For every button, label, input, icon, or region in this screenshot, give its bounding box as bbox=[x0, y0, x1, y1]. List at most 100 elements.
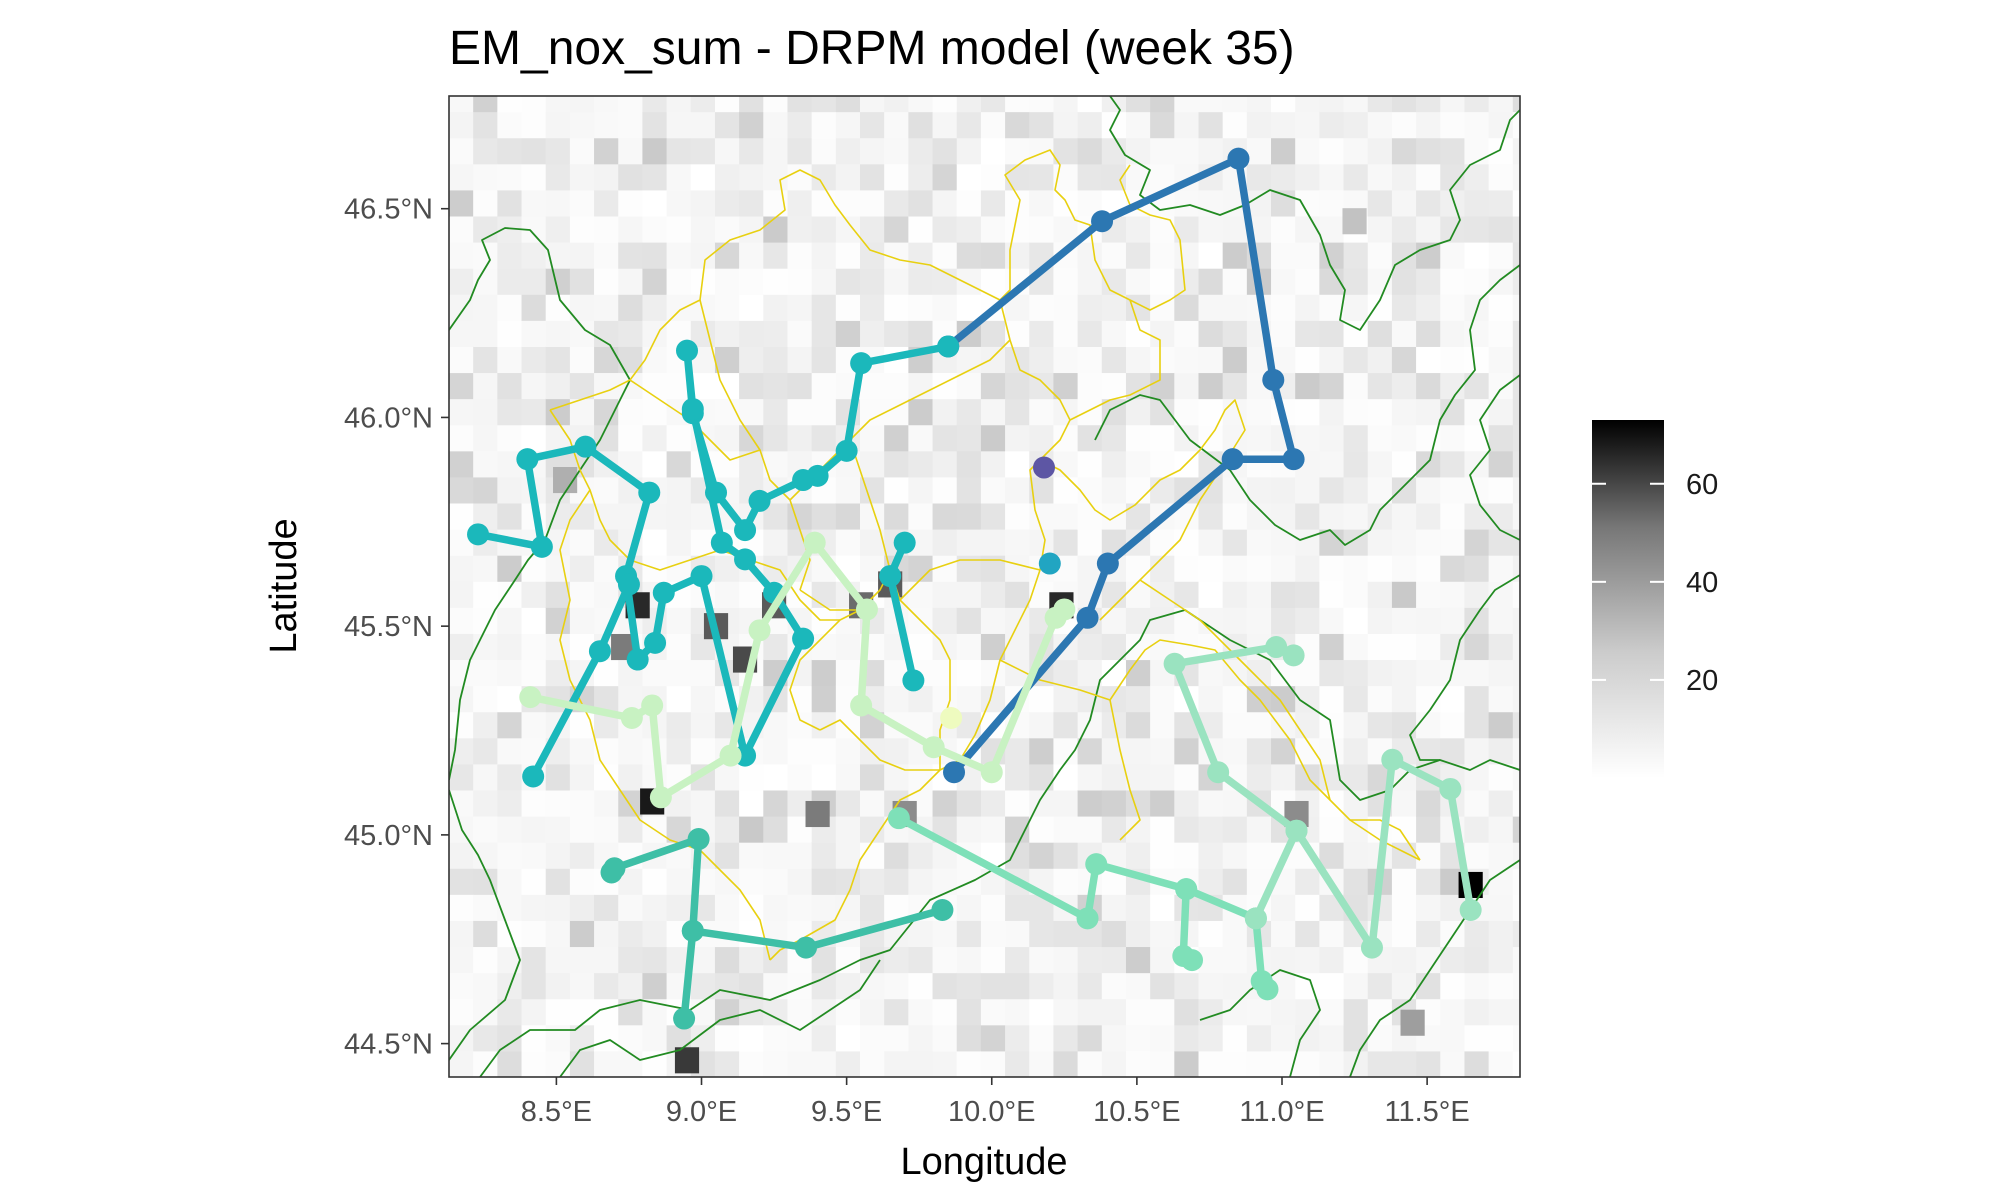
station-point bbox=[620, 706, 643, 729]
heatmap-cell bbox=[1416, 711, 1441, 739]
heatmap-cell bbox=[521, 294, 547, 321]
heatmap-cell bbox=[1005, 790, 1030, 817]
heatmap-cell bbox=[1150, 607, 1175, 634]
heatmap-cell bbox=[1222, 294, 1248, 321]
station-point bbox=[1033, 456, 1055, 479]
heatmap-cell bbox=[1367, 398, 1393, 426]
heatmap-cell bbox=[1029, 346, 1054, 374]
heatmap-cell bbox=[1391, 450, 1417, 478]
heatmap-cell bbox=[956, 476, 982, 504]
border-line bbox=[819, 299, 1071, 771]
heatmap-cell bbox=[1367, 163, 1393, 191]
heatmap-cell bbox=[1246, 424, 1272, 452]
heatmap-cell bbox=[1319, 920, 1345, 948]
heatmap-cell bbox=[1077, 476, 1103, 504]
heatmap-cell bbox=[642, 894, 668, 921]
border-line bbox=[1039, 399, 1246, 621]
heatmap-cell bbox=[1440, 216, 1465, 243]
heatmap-cell bbox=[1077, 96, 1103, 113]
heatmap-cell bbox=[1174, 972, 1199, 1000]
heatmap-cell bbox=[787, 163, 813, 191]
x-tick-label: 11.0°E bbox=[1239, 1096, 1324, 1128]
heatmap-cell bbox=[739, 450, 764, 478]
station-point bbox=[681, 398, 704, 421]
heatmap-cell bbox=[1198, 96, 1224, 113]
heatmap-cell bbox=[932, 1024, 958, 1052]
heatmap-cell bbox=[1053, 1024, 1079, 1052]
heatmap-cell bbox=[1367, 659, 1393, 687]
heatmap-cell bbox=[1512, 96, 1520, 113]
heatmap-cell bbox=[956, 163, 982, 191]
heatmap-cell bbox=[1367, 581, 1393, 608]
heatmap-cell bbox=[714, 946, 740, 974]
heatmap-cell bbox=[594, 816, 619, 843]
heatmap-cell bbox=[835, 476, 861, 504]
heatmap-cell bbox=[1440, 137, 1465, 165]
heatmap-cell bbox=[1029, 816, 1054, 843]
heatmap-cell bbox=[642, 529, 668, 556]
heatmap-cell bbox=[811, 216, 837, 243]
heatmap-cell bbox=[1271, 998, 1296, 1026]
heatmap-cell bbox=[594, 372, 619, 400]
heatmap-cell bbox=[980, 320, 1006, 347]
heatmap-cell bbox=[521, 372, 547, 400]
heatmap-cell bbox=[1198, 555, 1224, 582]
heatmap-cell bbox=[860, 137, 885, 165]
heatmap-cell bbox=[908, 763, 934, 791]
heatmap-cell bbox=[473, 790, 498, 817]
heatmap-cell bbox=[1174, 555, 1199, 582]
heatmap-cell bbox=[811, 346, 837, 374]
heatmap-cell bbox=[569, 111, 595, 139]
heatmap-cell bbox=[1222, 398, 1248, 426]
heatmap-cell bbox=[1101, 894, 1127, 921]
heatmap-cell bbox=[884, 216, 909, 243]
heatmap-cell bbox=[932, 111, 958, 139]
heatmap-cell bbox=[1222, 581, 1248, 608]
heatmap-cell bbox=[811, 737, 837, 765]
heatmap-cell bbox=[1246, 189, 1272, 217]
x-tick-label: 11.5°E bbox=[1385, 1096, 1470, 1128]
heatmap-cell bbox=[714, 1024, 740, 1052]
heatmap-cell bbox=[1125, 894, 1151, 921]
heatmap-cell bbox=[714, 972, 740, 1000]
heatmap-cell bbox=[545, 320, 571, 347]
heatmap-cell bbox=[1029, 1024, 1054, 1052]
heatmap-cell bbox=[787, 1050, 813, 1077]
heatmap-cell bbox=[1343, 972, 1369, 1000]
heatmap-cell bbox=[884, 503, 909, 530]
y-tick-label: 46.5°N bbox=[344, 194, 433, 226]
heatmap-cell bbox=[521, 346, 547, 374]
heatmap-cell bbox=[497, 96, 523, 113]
heatmap-cell bbox=[449, 711, 474, 739]
heatmap-cell bbox=[1295, 529, 1320, 556]
heatmap-cell bbox=[932, 1050, 958, 1077]
heatmap-cell bbox=[594, 581, 619, 608]
heatmap-cell bbox=[666, 1024, 692, 1052]
station-point bbox=[588, 640, 611, 663]
heatmap-cell bbox=[763, 294, 788, 321]
heatmap-cell bbox=[714, 294, 740, 321]
heatmap-cell bbox=[1295, 581, 1320, 608]
heatmap-cell bbox=[666, 189, 692, 217]
heatmap-cell bbox=[811, 633, 837, 661]
heatmap-cell bbox=[1222, 216, 1248, 243]
heatmap-cell bbox=[1077, 137, 1103, 165]
heatmap-cell bbox=[980, 189, 1006, 217]
heatmap-cell bbox=[521, 137, 547, 165]
heatmap-cell bbox=[690, 737, 716, 765]
heatmap-cell bbox=[1246, 816, 1272, 843]
heatmap-cell bbox=[1005, 894, 1030, 921]
heatmap-cell bbox=[860, 790, 885, 817]
heatmap-cell bbox=[618, 424, 643, 452]
cluster-path bbox=[1252, 755, 1475, 952]
heatmap-cell bbox=[1246, 607, 1272, 634]
heatmap-cell bbox=[473, 816, 498, 843]
heatmap-cell bbox=[1101, 372, 1127, 400]
station-point bbox=[1085, 853, 1108, 876]
heatmap-cell bbox=[1150, 816, 1175, 843]
heatmap-cell bbox=[1512, 503, 1520, 530]
heatmap-cell bbox=[1367, 633, 1393, 661]
heatmap-cell bbox=[1488, 216, 1514, 243]
heatmap-cell bbox=[811, 424, 837, 452]
heatmap-cell bbox=[980, 450, 1006, 478]
